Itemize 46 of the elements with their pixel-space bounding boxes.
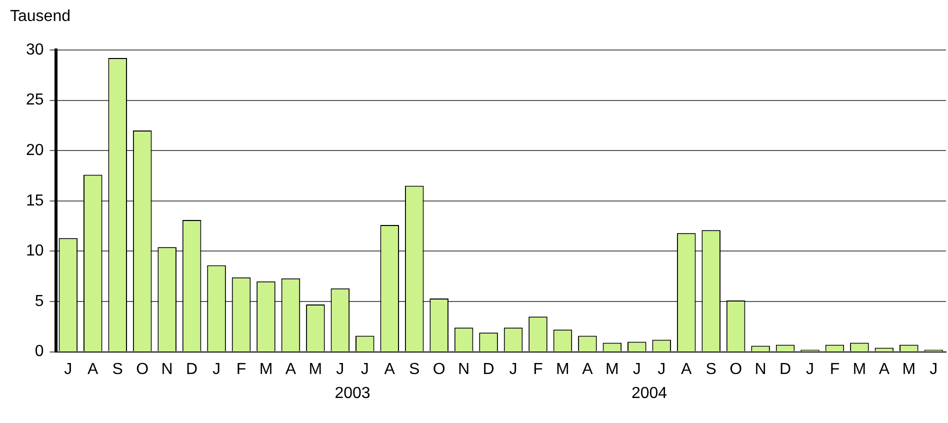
y-tick-label: 20 bbox=[26, 142, 44, 160]
x-tick-label: A bbox=[878, 360, 890, 378]
y-tick-label: 10 bbox=[26, 242, 44, 260]
x-tick-label: N bbox=[161, 360, 173, 378]
x-tick-label: J bbox=[360, 360, 369, 378]
x-tick-label: D bbox=[186, 360, 198, 378]
x-tick-label: J bbox=[212, 360, 221, 378]
x-tick-label: M bbox=[259, 360, 273, 378]
x-tick-label: S bbox=[409, 360, 420, 378]
y-axis-title: Tausend bbox=[10, 8, 70, 26]
x-tick-label: J bbox=[806, 360, 814, 378]
x-tick-label: D bbox=[779, 360, 792, 378]
x-tick-label: J bbox=[509, 360, 518, 378]
x-tick-label: J bbox=[336, 360, 344, 378]
x-tick-label: D bbox=[482, 360, 494, 378]
x-tick-label: A bbox=[88, 360, 99, 378]
x-tick-label: J bbox=[930, 360, 938, 378]
x-tick-label: A bbox=[582, 360, 594, 378]
x-tick-label: J bbox=[632, 360, 641, 378]
y-tick-label: 0 bbox=[34, 343, 44, 360]
y-tick-label: 15 bbox=[26, 192, 44, 210]
x-tick-label: N bbox=[754, 360, 766, 378]
x-tick-label: N bbox=[458, 360, 470, 378]
x-tick-label: J bbox=[658, 360, 666, 378]
x-tick-label: M bbox=[852, 360, 866, 378]
x-tick-label: O bbox=[432, 360, 446, 378]
x-tick-label: A bbox=[384, 360, 396, 378]
x-tick-label: F bbox=[236, 360, 246, 378]
x-tick-label: J bbox=[64, 360, 72, 378]
x-tick-label: M bbox=[606, 360, 619, 378]
y-tick-label: 25 bbox=[26, 92, 44, 109]
x-tick-label: M bbox=[308, 360, 322, 378]
y-tick-label: 5 bbox=[34, 292, 44, 310]
x-tick-label: O bbox=[136, 360, 149, 378]
x-tick-label: F bbox=[830, 360, 840, 378]
x-tick-label: F bbox=[533, 360, 544, 378]
x-tick-label: O bbox=[730, 360, 742, 378]
text: 2004 bbox=[631, 385, 668, 402]
text: 2003 bbox=[334, 385, 370, 402]
x-tick-label: M bbox=[902, 360, 916, 378]
x-tick-label: S bbox=[706, 360, 716, 378]
y-tick-label: 30 bbox=[26, 41, 44, 58]
x-tick-label: M bbox=[556, 360, 570, 378]
x-tick-label: A bbox=[285, 360, 296, 378]
x-tick-label: S bbox=[112, 360, 123, 378]
x-tick-label: A bbox=[681, 360, 692, 378]
